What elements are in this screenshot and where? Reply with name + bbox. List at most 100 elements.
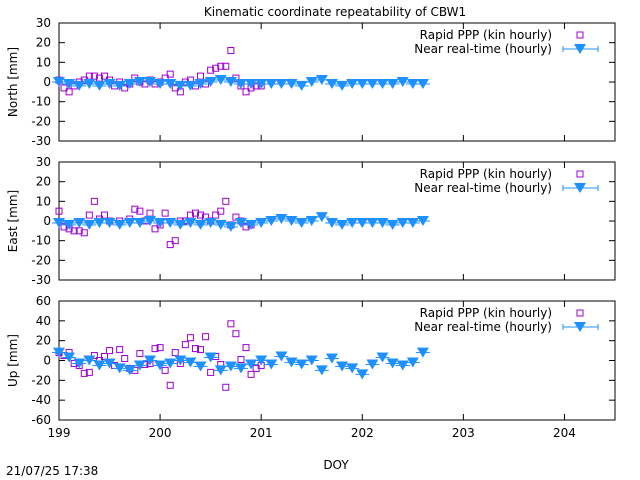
data-point-square [80,229,88,237]
data-point-triangle [285,216,298,226]
data-point-triangle [154,217,167,228]
data-point-square [80,369,88,377]
data-point-triangle [204,352,217,363]
data-point-square [242,344,250,352]
data-point-triangle [366,78,379,89]
data-point-square [121,355,129,363]
legend-label-nrt: Near real-time (hourly) [414,181,552,195]
y-tick-label: 40 [36,314,51,328]
y-tick-label: 10 [36,55,51,69]
data-point-square [242,223,250,231]
legend-label-rapid: Rapid PPP (kin hourly) [420,167,552,181]
data-point-triangle [53,77,65,87]
data-point-square [106,347,114,355]
data-point-square [232,213,240,221]
data-point-square [161,74,169,82]
data-point-triangle [416,78,429,89]
y-tick-label: -20 [31,253,51,267]
legend-label-nrt: Near real-time (hourly) [414,42,552,56]
data-point-triangle [275,351,288,362]
data-point-triangle [305,216,318,226]
data-point-triangle [204,77,217,87]
data-point-triangle [234,363,247,374]
data-point-triangle [194,361,207,372]
data-point-square [191,209,199,217]
data-point-triangle [376,78,389,89]
y-tick-label: -40 [31,393,51,407]
data-point-square [217,62,225,70]
data-point-triangle [315,75,328,86]
data-point-square [212,64,220,72]
data-point-square [146,209,154,217]
data-point-triangle [346,217,359,228]
data-point-square [161,366,169,374]
data-point-triangle [356,369,369,380]
data-point-triangle [63,219,76,230]
data-point-triangle [73,358,86,369]
data-point-triangle [416,216,429,226]
data-point-triangle [396,77,409,87]
y-tick-label: -20 [31,373,51,387]
data-point-triangle [325,217,338,228]
legend-label-rapid: Rapid PPP (kin hourly) [420,306,552,320]
data-point-square [227,320,235,328]
data-point-square [171,349,179,357]
data-point-triangle [386,219,399,230]
data-point-triangle [255,355,268,366]
data-point-triangle [184,357,197,368]
data-point-triangle [123,217,136,228]
data-point-triangle [83,355,96,366]
data-point-triangle [103,78,116,89]
y-axis-label: East [mm] [6,190,20,252]
data-point-triangle [295,217,308,228]
data-point-triangle [123,78,136,89]
data-point-triangle [325,353,338,364]
y-tick-label: -60 [31,413,51,427]
x-tick-label: 202 [351,426,374,440]
data-point-square [141,80,149,88]
y-tick-label: -20 [31,114,51,128]
data-point-triangle [133,217,146,228]
data-point-triangle [376,352,389,363]
data-point-triangle [113,80,126,91]
data-point-triangle [93,360,106,371]
data-point-triangle [255,78,268,89]
data-point-triangle [194,78,207,89]
data-point-square [55,207,63,215]
data-point-triangle [143,355,156,366]
data-point-triangle [224,361,237,372]
data-point-square [202,333,210,341]
data-point-square [131,205,139,213]
data-point-triangle [346,363,359,374]
data-point-square [161,209,169,217]
data-point-triangle [73,80,86,91]
data-point-triangle [63,78,76,89]
data-point-square [186,334,194,342]
data-point-triangle [143,77,156,87]
legend-marker-square [576,309,584,317]
data-point-triangle [113,219,126,230]
data-point-square [90,197,98,205]
data-point-triangle [305,77,318,87]
data-point-square [222,62,230,70]
y-tick-label: -30 [31,273,51,287]
data-point-triangle [315,212,328,223]
data-point-triangle [73,217,86,228]
data-point-triangle [204,217,217,228]
data-point-triangle [285,78,298,89]
legend-label-rapid: Rapid PPP (kin hourly) [420,28,552,42]
x-tick-label: 204 [553,426,576,440]
legend: Rapid PPP (kin hourly)Near real-time (ho… [414,167,599,195]
data-point-triangle [164,358,177,369]
legend: Rapid PPP (kin hourly)Near real-time (ho… [414,28,599,56]
data-point-triangle [396,217,409,228]
data-point-square [171,84,179,92]
data-point-triangle [154,78,167,89]
data-point-triangle [265,359,278,370]
data-point-square [116,346,124,354]
y-tick-label: 0 [43,354,51,368]
data-point-triangle [265,216,278,226]
data-point-triangle [366,217,379,228]
x-axis-label: DOY [323,458,349,472]
y-tick-label: 60 [36,294,51,308]
